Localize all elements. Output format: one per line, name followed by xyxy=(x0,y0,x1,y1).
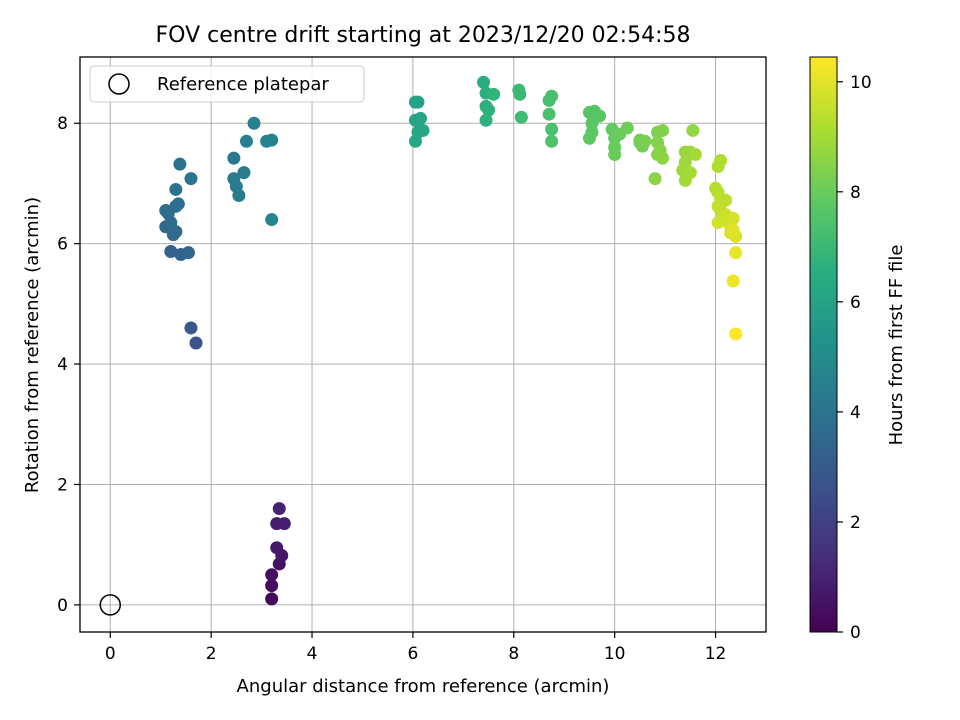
data-point xyxy=(239,134,253,148)
data-point xyxy=(247,116,261,130)
data-points xyxy=(159,75,743,606)
data-point xyxy=(648,172,662,186)
data-point xyxy=(545,134,559,148)
legend-label-reference: Reference platepar xyxy=(157,74,329,95)
chart-title: FOV centre drift starting at 2023/12/20 … xyxy=(156,23,691,48)
colorbar-tick-label: 8 xyxy=(850,183,861,203)
legend-marker-reference xyxy=(108,73,130,95)
data-point xyxy=(729,327,743,341)
data-point xyxy=(513,87,527,101)
data-point xyxy=(277,517,291,531)
data-point xyxy=(608,148,622,162)
colorbar-tick-label: 2 xyxy=(850,513,861,533)
data-point xyxy=(189,336,203,350)
legend-box xyxy=(89,65,365,103)
y-axis-label: Rotation from reference (arcmin) xyxy=(22,197,43,493)
data-point xyxy=(169,182,183,196)
data-point xyxy=(638,134,652,148)
data-point xyxy=(413,111,427,125)
data-point xyxy=(711,160,725,174)
data-point xyxy=(265,213,279,227)
data-point xyxy=(164,244,178,258)
colorbar: 0 2 4 6 8 10 Hours from first FF file xyxy=(809,56,907,643)
data-point xyxy=(171,197,185,211)
colorbar-ticks: 0 2 4 6 8 10 xyxy=(837,73,872,643)
data-point xyxy=(726,223,740,237)
y-tick-label: 6 xyxy=(57,235,68,255)
data-point xyxy=(227,151,241,165)
data-point xyxy=(582,131,596,145)
data-point xyxy=(232,188,246,202)
colorbar-gradient xyxy=(809,56,838,633)
colorbar-label: Hours from first FF file xyxy=(886,245,907,446)
data-point xyxy=(514,110,528,124)
data-point xyxy=(184,172,198,186)
data-point xyxy=(585,116,599,130)
x-axis-ticks: 0 2 4 6 8 10 12 xyxy=(105,632,727,664)
x-tick-label: 2 xyxy=(206,644,217,664)
data-point xyxy=(184,321,198,335)
data-point xyxy=(711,216,725,230)
y-axis-ticks: 0 2 4 6 8 xyxy=(57,114,80,616)
data-point xyxy=(408,134,422,148)
data-point xyxy=(477,75,491,89)
y-tick-label: 4 xyxy=(57,355,68,375)
data-point xyxy=(542,107,556,121)
data-point xyxy=(678,173,692,187)
x-tick-label: 0 xyxy=(105,644,116,664)
data-point xyxy=(265,579,279,593)
legend: Reference platepar xyxy=(89,65,365,103)
reference-marker xyxy=(99,594,122,616)
data-point xyxy=(620,121,634,135)
data-point xyxy=(686,123,700,137)
reference-point xyxy=(99,594,122,616)
colorbar-tick-label: 0 xyxy=(850,623,861,643)
data-point xyxy=(726,211,740,225)
x-tick-label: 12 xyxy=(705,644,727,664)
colorbar-tick-label: 6 xyxy=(850,293,861,313)
y-tick-label: 8 xyxy=(57,114,68,134)
x-tick-label: 8 xyxy=(508,644,519,664)
data-point xyxy=(265,133,279,147)
data-point xyxy=(656,151,670,165)
data-point xyxy=(482,103,496,117)
data-point xyxy=(270,541,284,555)
y-tick-label: 2 xyxy=(57,475,68,495)
data-point xyxy=(272,502,286,516)
data-point xyxy=(411,95,425,109)
x-axis-label: Angular distance from reference (arcmin) xyxy=(237,676,610,697)
data-point xyxy=(237,166,251,180)
x-tick-label: 4 xyxy=(307,644,318,664)
data-point xyxy=(726,274,740,288)
data-point xyxy=(545,89,559,103)
colorbar-tick-label: 4 xyxy=(850,403,861,423)
x-tick-label: 6 xyxy=(407,644,418,664)
data-point xyxy=(729,246,743,260)
data-point xyxy=(181,246,195,260)
data-point xyxy=(688,148,702,162)
y-tick-label: 0 xyxy=(57,596,68,616)
data-point xyxy=(173,157,187,171)
plot-frame xyxy=(79,56,767,633)
x-tick-label: 10 xyxy=(604,644,626,664)
data-point xyxy=(159,204,173,218)
data-point xyxy=(265,592,279,606)
data-point xyxy=(487,87,501,101)
data-point xyxy=(656,123,670,137)
colorbar-tick-label: 10 xyxy=(850,73,872,93)
data-point xyxy=(545,122,559,136)
data-point xyxy=(479,113,493,127)
data-point xyxy=(265,568,279,582)
